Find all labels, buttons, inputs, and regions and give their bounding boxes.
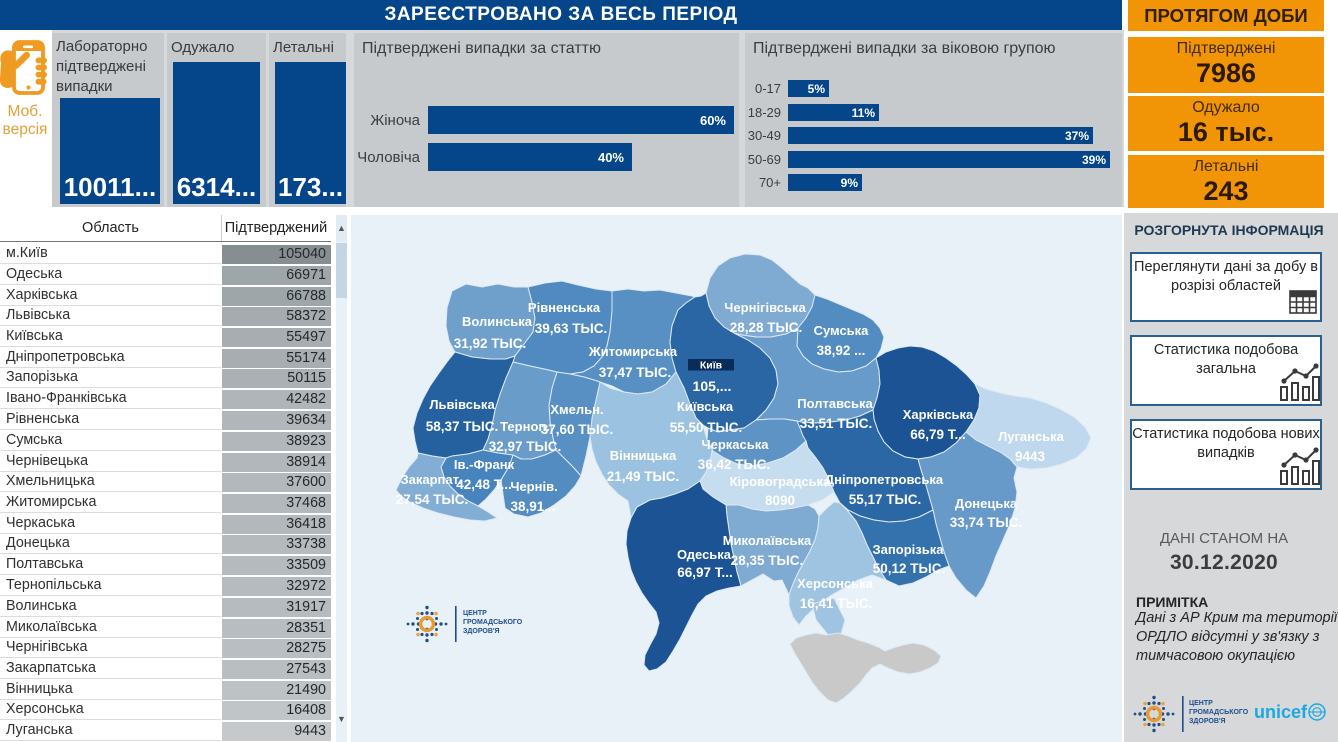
svg-text:66,79 Т...: 66,79 Т... <box>910 427 966 442</box>
svg-text:ЦЕНТР: ЦЕНТР <box>1189 700 1213 707</box>
svg-text:31,92 ТЫС.: 31,92 ТЫС. <box>454 336 527 351</box>
svg-text:50,12 ТЫС.: 50,12 ТЫС. <box>873 561 946 576</box>
svg-text:ЗДОРОВ'Я: ЗДОРОВ'Я <box>1189 718 1226 725</box>
svg-text:Чернігівська: Чернігівська <box>724 300 806 315</box>
svg-text:Київ: Київ <box>700 360 723 372</box>
svg-text:Одеська: Одеська <box>677 547 732 562</box>
svg-text:37,47 ТЫС.: 37,47 ТЫС. <box>599 365 672 380</box>
svg-text:55,17 ТЫС.: 55,17 ТЫС. <box>849 492 922 507</box>
svg-text:ГРОМАДСЬКОГО: ГРОМАДСЬКОГО <box>1189 709 1249 716</box>
svg-text:Черкаська: Черкаська <box>702 437 770 452</box>
svg-text:Київська: Київська <box>677 399 734 414</box>
svg-text:105,...: 105,... <box>693 378 732 394</box>
svg-text:16,41 ТЫС.: 16,41 ТЫС. <box>800 596 873 611</box>
svg-text:55,50 ТЫС.: 55,50 ТЫС. <box>670 420 743 435</box>
svg-text:ГРОМАДСЬКОГО: ГРОМАДСЬКОГО <box>463 619 523 626</box>
svg-text:39,63 ТЫС.: 39,63 ТЫС. <box>535 321 608 336</box>
svg-text:ЦЕНТР: ЦЕНТР <box>463 610 487 617</box>
svg-text:32,97 ТЫС.: 32,97 ТЫС. <box>489 439 562 454</box>
svg-text:Рівненська: Рівненська <box>528 300 601 315</box>
svg-text:Львівська: Львівська <box>429 397 495 412</box>
svg-text:37,60 ТЫС.: 37,60 ТЫС. <box>541 422 614 437</box>
svg-text:36,42 ТЫС.: 36,42 ТЫС. <box>698 457 771 472</box>
svg-text:Кіровоградська: Кіровоградська <box>730 474 832 489</box>
svg-text:Сумська: Сумська <box>814 323 870 338</box>
svg-text:Ів.-Франк: Ів.-Франк <box>454 457 515 472</box>
svg-text:ЗДОРОВ'Я: ЗДОРОВ'Я <box>463 628 500 635</box>
svg-text:28,28 ТЫС.: 28,28 ТЫС. <box>730 320 803 335</box>
svg-text:27,54 ТЫС.: 27,54 ТЫС. <box>396 492 469 507</box>
svg-text:28,35 ТЫС.: 28,35 ТЫС. <box>731 553 804 568</box>
svg-text:Запорізька: Запорізька <box>873 542 945 557</box>
svg-text:8090: 8090 <box>765 493 795 508</box>
svg-text:Луганська: Луганська <box>998 429 1065 444</box>
svg-text:38,91...: 38,91... <box>510 499 555 514</box>
svg-text:21,49 ТЫС.: 21,49 ТЫС. <box>607 469 680 484</box>
svg-text:9443: 9443 <box>1015 449 1046 464</box>
svg-text:Харківська: Харківська <box>903 407 974 422</box>
svg-text:33,74 ТЫС.: 33,74 ТЫС. <box>950 515 1023 530</box>
svg-text:66,97 Т...: 66,97 Т... <box>677 565 733 580</box>
svg-text:42,48 Т...: 42,48 Т... <box>456 477 512 492</box>
svg-text:Закарпат.: Закарпат. <box>401 472 462 487</box>
svg-text:Житомирська: Житомирська <box>588 344 678 359</box>
svg-text:Полтавська: Полтавська <box>797 396 873 411</box>
svg-text:Чернів.: Чернів. <box>510 479 557 494</box>
svg-text:Терноп.: Терноп. <box>500 419 550 434</box>
svg-text:Дніпропетровська: Дніпропетровська <box>825 472 944 487</box>
svg-text:Миколаївська: Миколаївська <box>723 533 812 548</box>
svg-text:33,51 ТЫС.: 33,51 ТЫС. <box>800 416 873 431</box>
svg-text:Вінницька: Вінницька <box>610 448 677 463</box>
svg-text:Хмельн.: Хмельн. <box>550 402 603 417</box>
svg-text:unicef: unicef <box>1254 702 1308 722</box>
svg-text:Волинська: Волинська <box>462 314 533 329</box>
svg-text:Донецька: Донецька <box>955 496 1018 511</box>
svg-text:58,37 ТЫС.: 58,37 ТЫС. <box>426 419 499 434</box>
svg-text:Херсонська: Херсонська <box>797 576 874 591</box>
svg-text:38,92 ...: 38,92 ... <box>817 343 866 358</box>
